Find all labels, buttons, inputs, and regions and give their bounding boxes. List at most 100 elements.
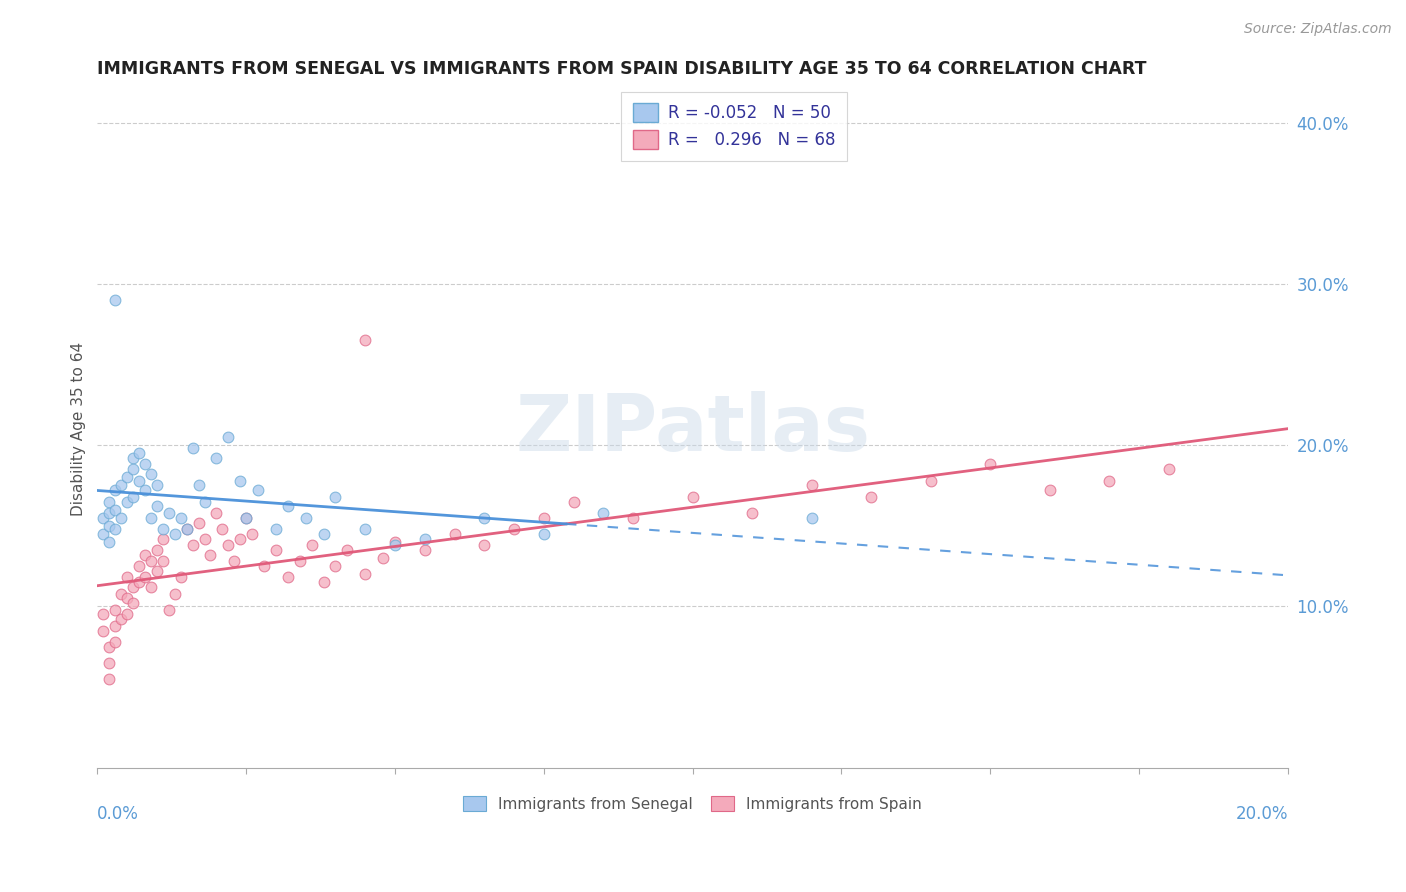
Point <box>128 474 150 488</box>
Point <box>115 591 138 606</box>
Point <box>312 575 335 590</box>
Point <box>211 522 233 536</box>
Point <box>104 635 127 649</box>
Point <box>229 474 252 488</box>
Point <box>104 522 127 536</box>
Text: Source: ZipAtlas.com: Source: ZipAtlas.com <box>1244 22 1392 37</box>
Point <box>122 490 145 504</box>
Point <box>104 502 127 516</box>
Point <box>122 596 145 610</box>
Point <box>91 526 114 541</box>
Point <box>277 570 299 584</box>
Point <box>325 559 347 574</box>
Point <box>91 624 114 638</box>
Point <box>1039 483 1062 498</box>
Point <box>170 510 193 524</box>
Point <box>104 483 127 498</box>
Point <box>240 526 263 541</box>
Point <box>235 510 257 524</box>
Point <box>181 442 204 456</box>
Point <box>301 538 323 552</box>
Point <box>115 607 138 622</box>
Point <box>229 532 252 546</box>
Point <box>98 494 121 508</box>
Point <box>134 458 156 472</box>
Point <box>533 510 555 524</box>
Y-axis label: Disability Age 35 to 64: Disability Age 35 to 64 <box>72 342 86 516</box>
Point <box>264 543 287 558</box>
Point <box>371 551 394 566</box>
Point <box>115 494 138 508</box>
Point <box>134 548 156 562</box>
Point <box>187 516 209 530</box>
Point <box>157 506 180 520</box>
Point <box>91 510 114 524</box>
Point <box>181 538 204 552</box>
Point <box>384 538 406 552</box>
Point <box>1157 462 1180 476</box>
Legend: Immigrants from Senegal, Immigrants from Spain: Immigrants from Senegal, Immigrants from… <box>457 790 928 818</box>
Point <box>115 570 138 584</box>
Point <box>1098 474 1121 488</box>
Point <box>336 543 359 558</box>
Point <box>979 458 1001 472</box>
Text: IMMIGRANTS FROM SENEGAL VS IMMIGRANTS FROM SPAIN DISABILITY AGE 35 TO 64 CORRELA: IMMIGRANTS FROM SENEGAL VS IMMIGRANTS FR… <box>97 60 1147 78</box>
Point <box>170 570 193 584</box>
Point <box>134 570 156 584</box>
Point <box>91 607 114 622</box>
Point <box>253 559 276 574</box>
Point <box>247 483 270 498</box>
Point <box>98 656 121 670</box>
Point <box>110 612 132 626</box>
Point <box>354 567 377 582</box>
Point <box>741 506 763 520</box>
Point <box>157 602 180 616</box>
Point <box>176 522 198 536</box>
Point <box>860 490 883 504</box>
Point <box>920 474 942 488</box>
Point <box>562 494 585 508</box>
Text: ZIPatlas: ZIPatlas <box>515 391 870 467</box>
Point <box>200 548 222 562</box>
Point <box>384 535 406 549</box>
Point <box>800 510 823 524</box>
Point <box>104 602 127 616</box>
Point <box>288 554 311 568</box>
Point <box>354 333 377 347</box>
Point <box>163 586 186 600</box>
Point <box>682 490 704 504</box>
Point <box>592 506 614 520</box>
Point <box>621 510 644 524</box>
Point <box>98 535 121 549</box>
Point <box>193 494 215 508</box>
Point <box>312 526 335 541</box>
Point <box>205 450 228 465</box>
Point <box>217 538 239 552</box>
Point <box>139 467 162 482</box>
Point <box>264 522 287 536</box>
Point <box>110 478 132 492</box>
Point <box>146 564 169 578</box>
Point <box>128 575 150 590</box>
Point <box>146 500 169 514</box>
Point <box>152 532 174 546</box>
Point <box>277 500 299 514</box>
Point <box>98 506 121 520</box>
Point <box>152 554 174 568</box>
Point <box>187 478 209 492</box>
Point <box>413 543 436 558</box>
Point <box>139 554 162 568</box>
Point <box>354 522 377 536</box>
Point <box>217 430 239 444</box>
Point <box>800 478 823 492</box>
Point <box>104 619 127 633</box>
Point <box>294 510 316 524</box>
Point <box>205 506 228 520</box>
Point <box>110 586 132 600</box>
Point <box>413 532 436 546</box>
Point <box>472 538 495 552</box>
Point <box>224 554 246 568</box>
Point <box>139 510 162 524</box>
Text: 0.0%: 0.0% <box>97 805 139 823</box>
Point <box>193 532 215 546</box>
